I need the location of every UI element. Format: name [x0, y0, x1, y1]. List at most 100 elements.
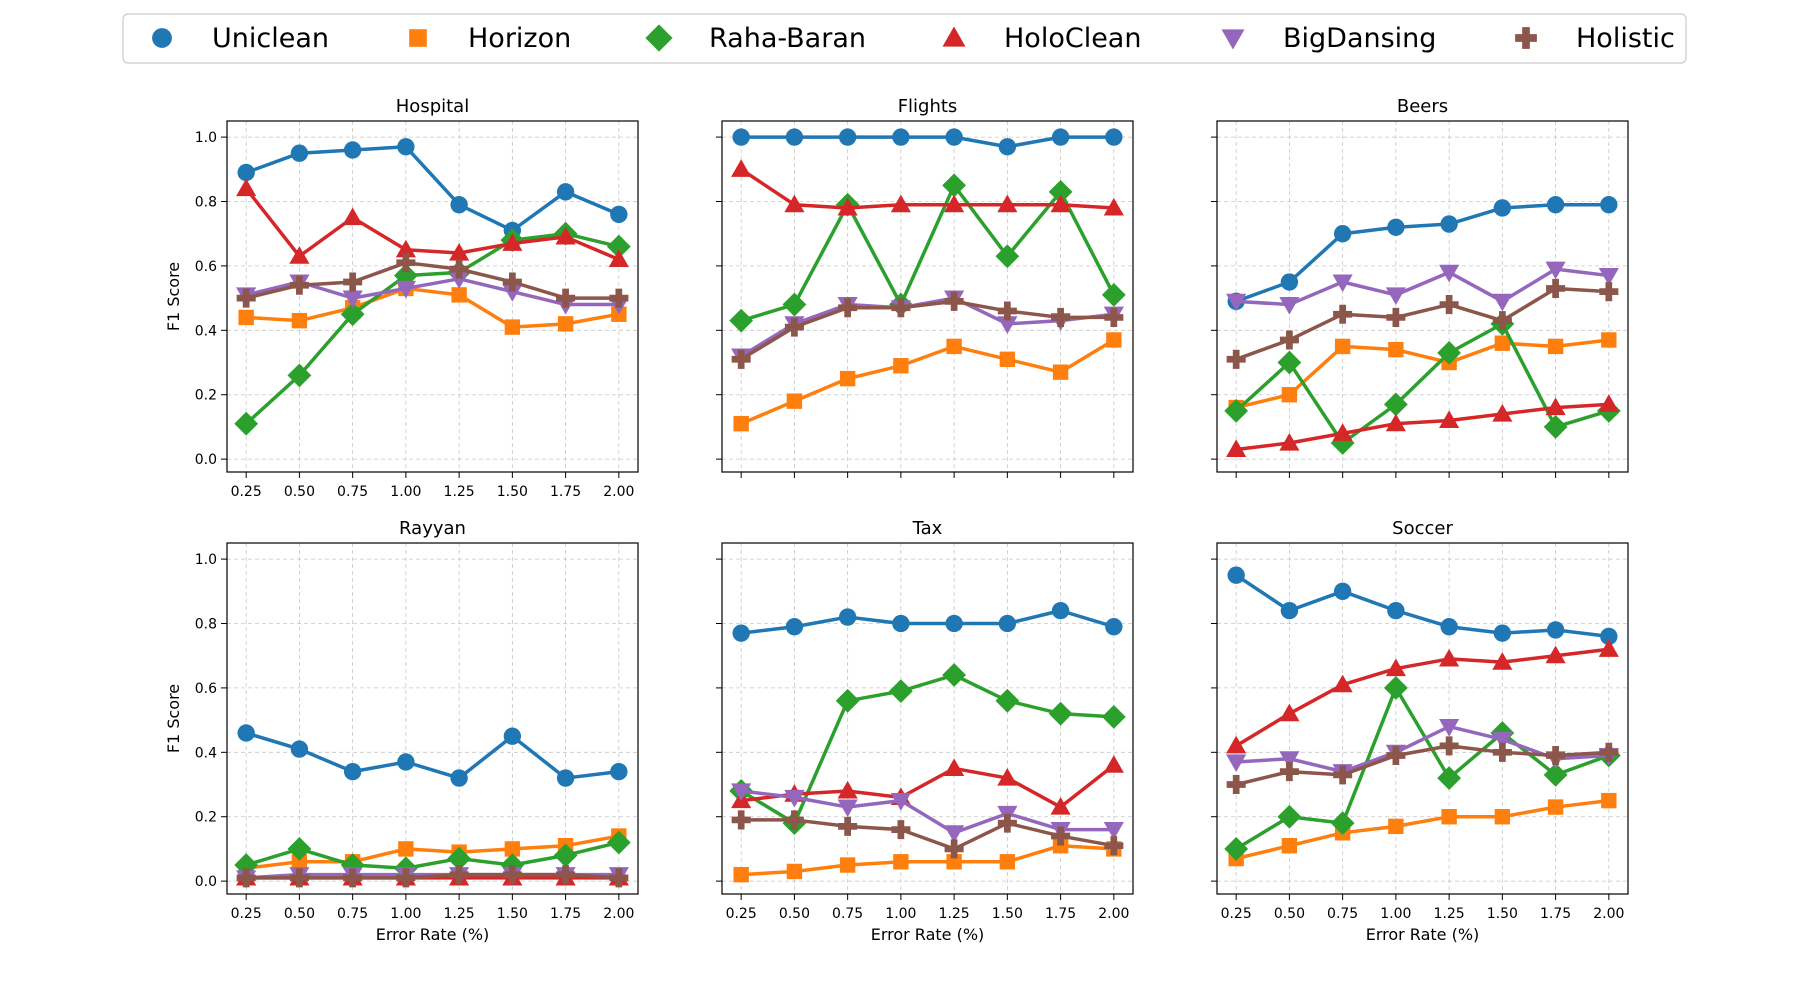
data-point-horizon [839, 370, 856, 387]
y-tick-label: 0.4 [195, 745, 217, 761]
data-point-holoclean [1050, 796, 1071, 815]
data-point-holoclean [1439, 648, 1460, 667]
data-point-holistic [502, 865, 522, 885]
data-point-bigdansing [342, 290, 363, 309]
data-point-holistic [997, 301, 1017, 321]
y-tick-label: 0.2 [195, 810, 217, 826]
chart-title: Hospital [396, 96, 469, 117]
data-point-holistic [1051, 826, 1071, 846]
data-point-holistic [1051, 307, 1071, 327]
data-point-holistic [343, 868, 363, 888]
data-point-uniclean [237, 724, 255, 742]
data-point-holistic [944, 291, 964, 311]
legend-label-holistic: Holistic [1576, 23, 1675, 54]
data-point-uniclean [732, 624, 750, 642]
legend: Uniclean Horizon Raha-Baran HoloClean BigDan… [122, 13, 1687, 64]
data-point-horizon [893, 358, 909, 374]
series-line-horizon [1235, 338, 1610, 410]
y-tick-label: 0.0 [195, 452, 217, 468]
x-tick-label: 1.50 [497, 484, 528, 500]
data-point-holoclean [1279, 432, 1300, 451]
chart-title: Tax [912, 518, 943, 539]
legend-item-holoclean: HoloClean [942, 23, 1141, 54]
data-point-uniclean [998, 614, 1017, 633]
data-point-raha-baran [1383, 392, 1408, 417]
data-point-uniclean [1051, 601, 1070, 620]
data-point-holistic [1546, 278, 1566, 298]
data-point-holistic [997, 813, 1017, 833]
data-point-uniclean [290, 144, 309, 162]
data-point-horizon [1388, 341, 1404, 358]
data-point-uniclean [838, 128, 857, 146]
data-point-raha-baran [1330, 811, 1355, 836]
data-point-uniclean [1333, 225, 1352, 243]
data-point-holistic [1279, 762, 1299, 782]
tick-marks [1211, 136, 1610, 478]
data-point-holoclean [1050, 194, 1071, 213]
data-point-bigdansing [784, 789, 805, 808]
data-point-horizon [451, 287, 467, 303]
chart-panel-tax: 0.25 0.50 0.75 1.00 1.25 1.50 1.75 2.00 Tax Error… [716, 518, 1134, 944]
x-tick-label: 1.75 [550, 906, 581, 922]
data-point-raha-baran [995, 244, 1020, 269]
data-point-horizon [1494, 335, 1511, 351]
grid-lines [227, 543, 638, 894]
legend-frame [122, 13, 1687, 64]
data-point-uniclean [1493, 624, 1512, 642]
data-point-holoclean [1385, 658, 1406, 677]
data-point-holoclean [1385, 413, 1406, 432]
x-tick-label: 1.75 [550, 484, 581, 500]
data-point-bigdansing [890, 793, 911, 811]
series-holoclean [731, 159, 1124, 216]
data-point-holistic [1546, 746, 1566, 766]
series-line-horizon [245, 834, 620, 870]
data-point-bigdansing [395, 280, 416, 299]
data-point-horizon [238, 309, 254, 326]
data-point-holoclean [1492, 652, 1513, 670]
data-point-raha-baran [553, 843, 578, 868]
data-point-raha-baran [1224, 837, 1249, 861]
data-point-raha-baran [1543, 762, 1568, 787]
series-line-holoclean [740, 167, 1114, 210]
data-point-holistic [609, 868, 629, 888]
series-line-holoclean [1235, 402, 1609, 452]
data-point-holistic [556, 288, 576, 308]
series-line-bigdansing [740, 789, 1114, 835]
data-point-horizon [893, 854, 909, 870]
data-point-uniclean [945, 614, 963, 633]
data-point-holistic [731, 810, 751, 830]
data-point-holistic [1492, 742, 1512, 762]
data-point-bigdansing [837, 799, 858, 818]
data-point-uniclean [998, 138, 1017, 156]
data-point-holistic [609, 288, 629, 308]
data-point-holistic [449, 259, 469, 279]
data-point-holistic [1492, 311, 1512, 331]
data-point-horizon [1601, 332, 1617, 348]
series-line-horizon [1235, 798, 1610, 861]
data-point-holoclean [944, 194, 965, 213]
data-point-raha-baran [942, 663, 967, 687]
data-point-holoclean [1598, 639, 1619, 657]
data-point-raha-baran [995, 688, 1020, 713]
series-uniclean [1227, 566, 1618, 646]
data-point-holoclean [1103, 755, 1124, 773]
x-tick-label: 0.50 [284, 906, 315, 922]
legend-item-horizon: Horizon [409, 23, 571, 54]
x-tick-label: 0.75 [1327, 906, 1358, 922]
data-point-raha-baran [1224, 398, 1249, 423]
data-point-raha-baran [606, 830, 631, 855]
x-tick-label: 1.50 [1487, 906, 1518, 922]
plot-frame [226, 120, 639, 473]
legend-item-raha-baran: Raha-Baran [645, 23, 866, 54]
data-point-uniclean [838, 608, 857, 626]
x-tick-label: 0.50 [284, 484, 315, 500]
chart-title: Flights [898, 96, 958, 117]
data-point-raha-baran [1048, 701, 1073, 726]
plot-frame [721, 120, 1134, 473]
data-point-holoclean [1545, 397, 1566, 416]
data-point-holoclean [837, 197, 858, 216]
data-point-holistic [1226, 774, 1246, 795]
data-point-horizon [557, 316, 574, 332]
y-tick-label: 0.4 [195, 323, 217, 339]
